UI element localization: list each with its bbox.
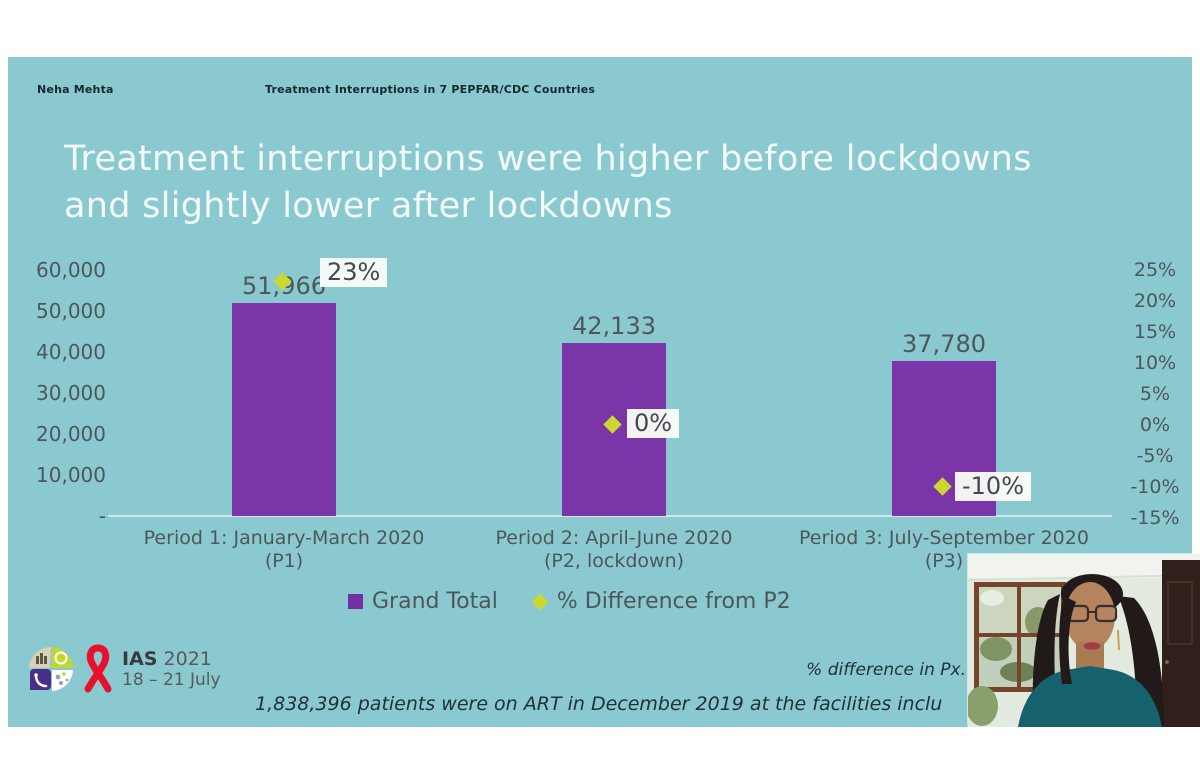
- x-axis-label-p3: Period 3: July-September 2020 (P3): [799, 527, 1089, 572]
- right-axis-tick: 5%: [1139, 383, 1171, 405]
- pct-difference-footnote: % difference in Px.: [806, 660, 966, 680]
- left-axis-tick: 30,000: [36, 381, 106, 405]
- right-axis-tick: 15%: [1133, 321, 1177, 343]
- red-ribbon-icon: [84, 644, 112, 693]
- x-axis-label-p1: Period 1: January-March 2020 (P1): [143, 527, 425, 572]
- ias-2021-logo: IAS 2021 18 – 21 July: [28, 644, 221, 694]
- purple-square-icon: [348, 594, 363, 609]
- x-axis-line: [108, 515, 1112, 517]
- left-axis-tick: 50,000: [36, 299, 106, 323]
- right-axis-tick: 20%: [1133, 290, 1177, 312]
- ias-logo-text: IAS 2021 18 – 21 July: [122, 647, 221, 690]
- right-axis-tick: 0%: [1139, 414, 1171, 436]
- speaker-video-scene: [968, 554, 1200, 727]
- pct-difference-label: -10%: [955, 472, 1032, 501]
- chart-legend: Grand Total % Difference from P2: [348, 589, 791, 614]
- grand-total-bar: [232, 303, 336, 516]
- left-axis-tick: 20,000: [36, 422, 106, 446]
- title-line-1: Treatment interruptions were higher befo…: [64, 139, 1032, 179]
- speaker-video-thumbnail[interactable]: [968, 554, 1200, 727]
- title-line-2: and slightly lower after lockdowns: [64, 186, 673, 226]
- right-axis-tick: -5%: [1136, 445, 1174, 467]
- right-axis-tick: 25%: [1133, 259, 1177, 281]
- right-axis-tick: 10%: [1133, 352, 1177, 374]
- green-diamond-icon: [531, 593, 549, 610]
- right-axis-tick: -10%: [1130, 476, 1180, 498]
- left-axis-tick: 60,000: [36, 258, 106, 282]
- bar-value-label: 37,780: [902, 330, 986, 358]
- x-axis-label-p2: Period 2: April-June 2020 (P2, lockdown): [495, 527, 733, 572]
- speaker-name: Neha Mehta: [37, 83, 114, 96]
- art-patients-footnote: 1,838,396 patients were on ART in Decemb…: [255, 693, 943, 715]
- ias-globe-icon: [29, 647, 73, 691]
- pct-difference-label: 23%: [320, 258, 388, 287]
- left-axis-tick: -: [98, 504, 106, 528]
- legend-pct-difference: % Difference from P2: [531, 589, 791, 614]
- left-axis-tick: 40,000: [36, 340, 106, 364]
- pct-difference-label: 0%: [627, 409, 680, 438]
- bar-value-label: 42,133: [572, 312, 656, 340]
- session-title: Treatment Interruptions in 7 PEPFAR/CDC …: [265, 83, 596, 96]
- left-axis-tick: 10,000: [36, 463, 106, 487]
- legend-grand-total: Grand Total: [348, 589, 498, 614]
- page-title: Treatment interruptions were higher befo…: [64, 136, 1174, 230]
- right-axis-tick: -15%: [1130, 507, 1180, 529]
